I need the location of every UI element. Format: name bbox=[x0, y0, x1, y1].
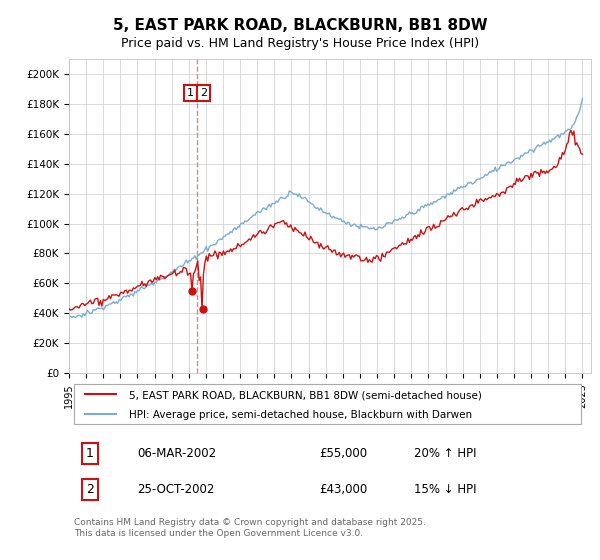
Text: 1: 1 bbox=[187, 88, 194, 98]
FancyBboxPatch shape bbox=[74, 384, 581, 424]
Text: Contains HM Land Registry data © Crown copyright and database right 2025.
This d: Contains HM Land Registry data © Crown c… bbox=[74, 519, 426, 538]
Text: 15% ↓ HPI: 15% ↓ HPI bbox=[413, 483, 476, 496]
Text: 5, EAST PARK ROAD, BLACKBURN, BB1 8DW: 5, EAST PARK ROAD, BLACKBURN, BB1 8DW bbox=[113, 18, 487, 32]
Text: 5, EAST PARK ROAD, BLACKBURN, BB1 8DW (semi-detached house): 5, EAST PARK ROAD, BLACKBURN, BB1 8DW (s… bbox=[129, 390, 482, 400]
Text: 2: 2 bbox=[86, 483, 94, 496]
Text: Price paid vs. HM Land Registry's House Price Index (HPI): Price paid vs. HM Land Registry's House … bbox=[121, 37, 479, 50]
Text: 25-OCT-2002: 25-OCT-2002 bbox=[137, 483, 214, 496]
Text: 20% ↑ HPI: 20% ↑ HPI bbox=[413, 447, 476, 460]
Text: 1: 1 bbox=[86, 447, 94, 460]
Text: 2: 2 bbox=[200, 88, 207, 98]
Text: 06-MAR-2002: 06-MAR-2002 bbox=[137, 447, 216, 460]
Text: £55,000: £55,000 bbox=[320, 447, 368, 460]
Text: £43,000: £43,000 bbox=[320, 483, 368, 496]
Text: HPI: Average price, semi-detached house, Blackburn with Darwen: HPI: Average price, semi-detached house,… bbox=[129, 410, 472, 420]
